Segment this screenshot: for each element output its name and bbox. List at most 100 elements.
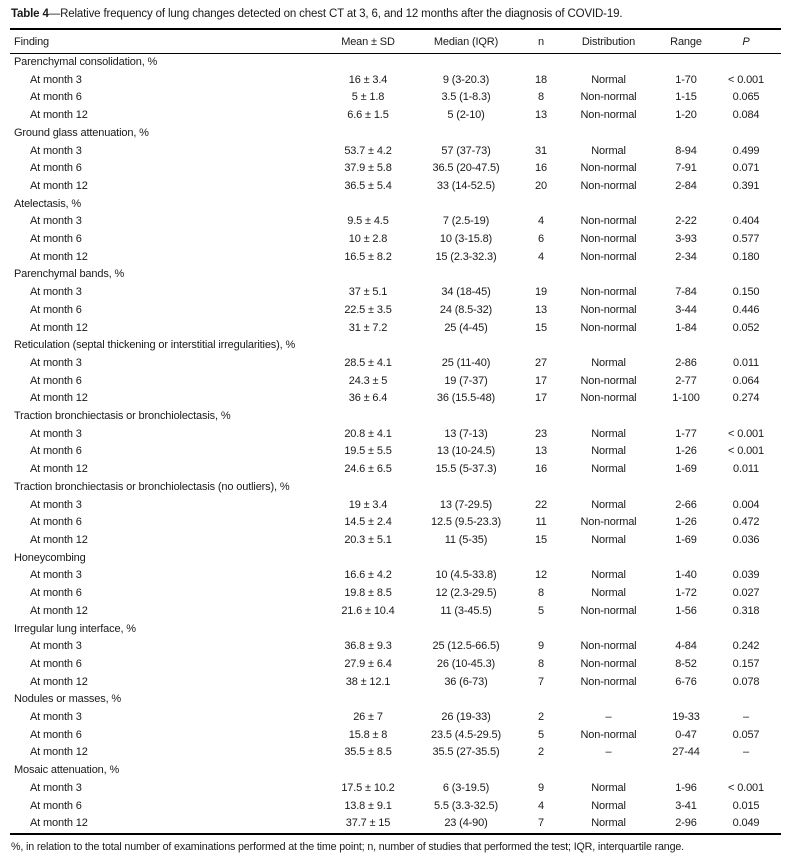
cell-p: < 0.001: [728, 445, 764, 458]
cell-range: 1-70: [675, 73, 697, 86]
cell-range: 1-15: [675, 91, 697, 104]
cell-distribution: Normal: [591, 533, 626, 546]
cell-n: 17: [535, 392, 547, 405]
cell-distribution: Normal: [591, 587, 626, 600]
row-label: At month 12: [30, 463, 88, 476]
cell-p: < 0.001: [728, 781, 764, 794]
cell-mean-sd: 15.8 ± 8: [348, 728, 388, 741]
cell-n: 13: [535, 109, 547, 122]
cell-median-iqr: 25 (4-45): [444, 321, 488, 334]
row-label: At month 3: [30, 640, 82, 653]
cell-range: 2-66: [675, 498, 697, 511]
cell-distribution: Normal: [591, 445, 626, 458]
cell-mean-sd: 5 ± 1.8: [351, 91, 385, 104]
cell-range: 2-96: [675, 817, 697, 830]
row-label: At month 12: [30, 604, 88, 617]
data-row: At month 6 15.8 ± 8 23.5 (4.5-29.5) 5 Non-no…: [10, 727, 781, 745]
cell-n: 31: [535, 144, 547, 157]
cell-distribution: Normal: [591, 781, 626, 794]
cell-n: 18: [535, 73, 547, 86]
cell-distribution: Normal: [591, 463, 626, 476]
cell-range: 2-34: [675, 250, 697, 263]
cell-p: 0.404: [732, 215, 760, 228]
row-label: At month 6: [30, 516, 82, 529]
cell-p: 0.011: [733, 463, 759, 476]
cell-n: 16: [535, 463, 547, 476]
cell-n: 15: [535, 533, 547, 546]
cell-median-iqr: 10 (3-15.8): [439, 233, 493, 246]
section-finding-label: Traction bronchiectasis or bronchiolecta…: [14, 410, 231, 423]
row-label: At month 6: [30, 799, 82, 812]
section-finding-label: Ground glass attenuation, %: [14, 126, 149, 139]
cell-n: 5: [538, 604, 544, 617]
cell-range: 7-91: [675, 162, 697, 175]
row-label: At month 6: [30, 657, 82, 670]
data-row: At month 12 20.3 ± 5.1 11 (5-35) 15 Normal 1-…: [10, 532, 781, 550]
cell-p: 0.446: [732, 303, 760, 316]
data-row: At month 3 53.7 ± 4.2 57 (37-73) 31 Normal 8-…: [10, 143, 781, 161]
table-title: Table 4—Relative frequency of lung chang…: [10, 2, 781, 30]
cell-median-iqr: 13 (7-29.5): [439, 498, 493, 511]
cell-mean-sd: 28.5 ± 4.1: [344, 356, 392, 369]
cell-n: 2: [538, 746, 544, 759]
cell-distribution: Non-normal: [580, 303, 637, 316]
cell-median-iqr: 5 (2-10): [447, 109, 485, 122]
cell-mean-sd: 19.8 ± 8.5: [344, 587, 392, 600]
row-label: At month 3: [30, 215, 82, 228]
data-row: At month 12 37.7 ± 15 23 (4-90) 7 Normal 2-96…: [10, 815, 781, 834]
data-row: At month 12 6.6 ± 1.5 5 (2-10) 13 Non-normal…: [10, 107, 781, 125]
cell-mean-sd: 36.5 ± 5.4: [344, 179, 392, 192]
cell-p: 0.015: [732, 799, 760, 812]
cell-p: 0.004: [732, 498, 760, 511]
data-row: At month 6 24.3 ± 5 19 (7-37) 17 Non-normal 2…: [10, 373, 781, 391]
section-finding-label: Parenchymal bands, %: [14, 268, 125, 281]
cell-n: 27: [535, 356, 547, 369]
cell-median-iqr: 6 (3-19.5): [442, 781, 490, 794]
cell-p: –: [743, 711, 749, 724]
cell-distribution: –: [605, 711, 612, 724]
cell-p: 0.027: [732, 587, 760, 600]
cell-median-iqr: 36 (15.5-48): [436, 392, 496, 405]
data-row: At month 12 36.5 ± 5.4 33 (14-52.5) 20 Non-n…: [10, 178, 781, 196]
cell-n: 9: [538, 640, 544, 653]
data-row: At month 12 36 ± 6.4 36 (15.5-48) 17 Non-nor…: [10, 390, 781, 408]
cell-n: 8: [538, 587, 544, 600]
cell-median-iqr: 12.5 (9.5-23.3): [431, 516, 501, 529]
cell-median-iqr: 26 (10-45.3): [436, 657, 496, 670]
cell-n: 5: [538, 728, 544, 741]
cell-range: 3-44: [675, 303, 697, 316]
row-label: At month 6: [30, 303, 82, 316]
cell-n: 11: [535, 516, 547, 529]
cell-median-iqr: 15 (2.3-32.3): [435, 250, 497, 263]
data-row: At month 3 9.5 ± 4.5 7 (2.5-19) 4 Non-normal…: [10, 213, 781, 231]
cell-median-iqr: 36 (6-73): [444, 675, 488, 688]
col-header-median-iqr: Median (IQR): [406, 30, 526, 54]
cell-range: 2-77: [675, 374, 697, 387]
data-row: At month 6 5 ± 1.8 3.5 (1-8.3) 8 Non-normal 1…: [10, 89, 781, 107]
cell-median-iqr: 34 (18-45): [441, 286, 491, 299]
cell-median-iqr: 23 (4-90): [444, 817, 488, 830]
data-row: At month 3 37 ± 5.1 34 (18-45) 19 Non-normal…: [10, 284, 781, 302]
cell-median-iqr: 13 (10-24.5): [436, 445, 496, 458]
section-finding-label: Honeycombing: [14, 551, 86, 564]
cell-p: 0.157: [732, 657, 760, 670]
col-header-n: n: [526, 30, 556, 54]
cell-n: 22: [535, 498, 547, 511]
cell-p: 0.472: [732, 516, 760, 529]
cell-median-iqr: 11 (5-35): [444, 533, 488, 546]
cell-mean-sd: 19.5 ± 5.5: [344, 445, 392, 458]
cell-distribution: Normal: [591, 427, 626, 440]
col-header-distribution: Distribution: [556, 30, 661, 54]
cell-mean-sd: 16.5 ± 8.2: [344, 250, 392, 263]
col-header-p: P: [711, 30, 781, 54]
cell-mean-sd: 31 ± 7.2: [348, 321, 388, 334]
cell-range: 2-84: [675, 179, 697, 192]
cell-p: 0.078: [732, 675, 760, 688]
cell-distribution: Non-normal: [580, 657, 637, 670]
cell-p: 0.057: [732, 728, 760, 741]
data-row: At month 6 27.9 ± 6.4 26 (10-45.3) 8 Non-nor…: [10, 656, 781, 674]
cell-mean-sd: 36 ± 6.4: [348, 392, 388, 405]
row-label: At month 6: [30, 445, 82, 458]
cell-median-iqr: 13 (7-13): [444, 427, 488, 440]
cell-distribution: Non-normal: [580, 215, 637, 228]
